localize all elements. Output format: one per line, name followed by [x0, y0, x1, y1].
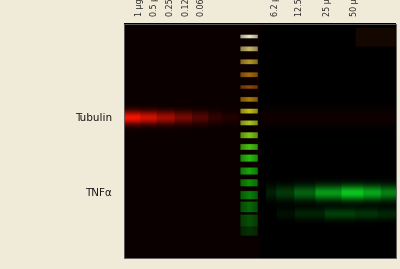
Text: 1 μg: 1 μg	[135, 0, 144, 16]
Bar	[124, 24, 396, 258]
Text: 25 μg: 25 μg	[322, 0, 332, 16]
Text: 0.063 μg: 0.063 μg	[198, 0, 206, 16]
Bar	[124, 24, 396, 258]
Text: TNFα: TNFα	[85, 188, 112, 198]
Text: 0.5 μg: 0.5 μg	[150, 0, 159, 16]
Text: Tubulin: Tubulin	[75, 113, 112, 123]
Text: 0.125 μg: 0.125 μg	[182, 0, 191, 16]
Text: 6.2 μg: 6.2 μg	[271, 0, 280, 16]
Text: 0.25 μg: 0.25 μg	[166, 0, 175, 16]
Text: 12.5 μg: 12.5 μg	[295, 0, 304, 16]
Text: 50 μg: 50 μg	[350, 0, 359, 16]
